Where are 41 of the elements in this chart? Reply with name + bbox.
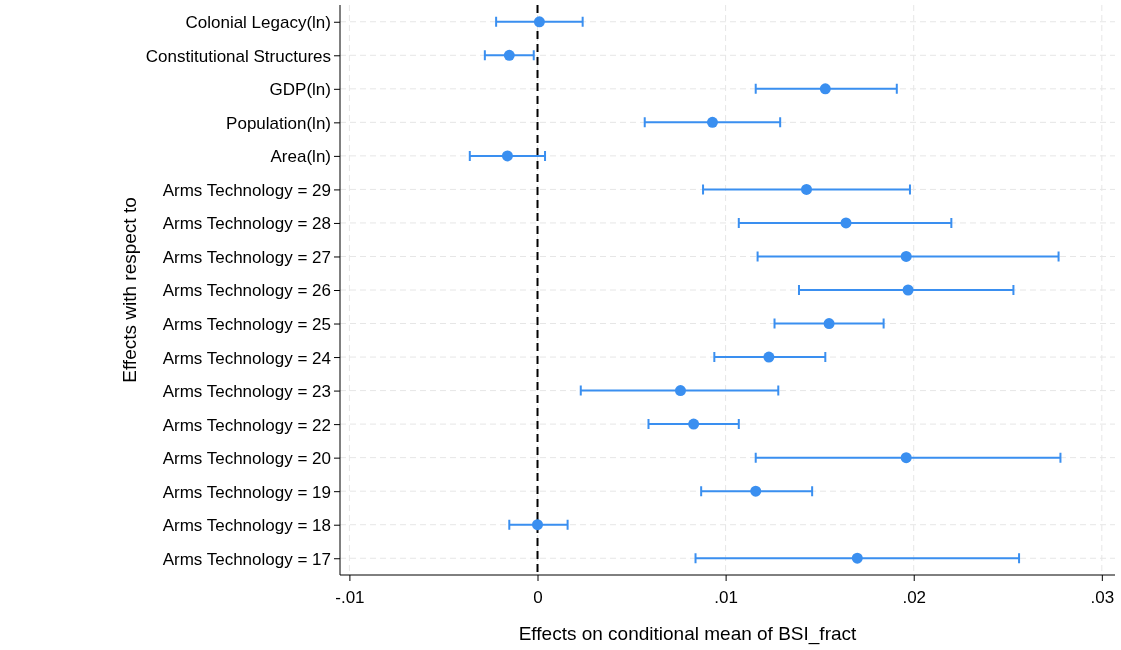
x-axis-title: Effects on conditional mean of BSI_fract — [518, 623, 858, 645]
point — [900, 452, 912, 464]
y-tick-label: Arms Technology = 27 — [162, 247, 331, 267]
point — [902, 284, 914, 296]
y-tick-label: Arms Technology = 20 — [162, 449, 331, 469]
point — [750, 485, 762, 497]
point — [801, 183, 813, 195]
point — [706, 116, 718, 128]
point — [533, 16, 545, 28]
y-tick-label: Arms Technology = 23 — [162, 382, 331, 402]
y-tick-label: Area(ln) — [270, 147, 331, 167]
point — [823, 318, 835, 330]
point — [674, 385, 686, 397]
point — [851, 552, 863, 564]
point — [501, 150, 513, 162]
y-axis-title: Effects with respect to — [118, 197, 140, 383]
x-tick-label: .02 — [902, 587, 927, 607]
point — [688, 418, 700, 430]
x-tick-label: 0 — [533, 587, 543, 607]
y-tick-label: Arms Technology = 29 — [162, 180, 331, 200]
x-tick-label: -.01 — [335, 587, 365, 607]
y-tick-label: Arms Technology = 24 — [162, 348, 331, 368]
point — [900, 250, 912, 262]
y-tick-label: Arms Technology = 26 — [162, 281, 331, 301]
point — [532, 519, 544, 531]
y-tick-label: Arms Technology = 18 — [162, 516, 331, 536]
x-tick-label: .01 — [714, 587, 738, 607]
y-tick-label: Population(ln) — [226, 113, 331, 133]
y-tick-label: Arms Technology = 17 — [162, 549, 331, 569]
point — [819, 83, 831, 95]
point — [503, 49, 515, 61]
point — [840, 217, 852, 229]
y-tick-label: Colonial Legacy(ln) — [185, 13, 331, 33]
point — [763, 351, 775, 363]
y-tick-label: Arms Technology = 28 — [162, 214, 331, 234]
y-tick-label: Constitutional Structures — [145, 46, 331, 66]
y-tick-label: GDP(ln) — [269, 80, 331, 100]
y-tick-label: Arms Technology = 25 — [162, 314, 331, 334]
x-tick-label: .03 — [1090, 587, 1115, 607]
y-tick-label: Arms Technology = 19 — [162, 482, 331, 502]
y-tick-label: Arms Technology = 22 — [162, 415, 331, 435]
